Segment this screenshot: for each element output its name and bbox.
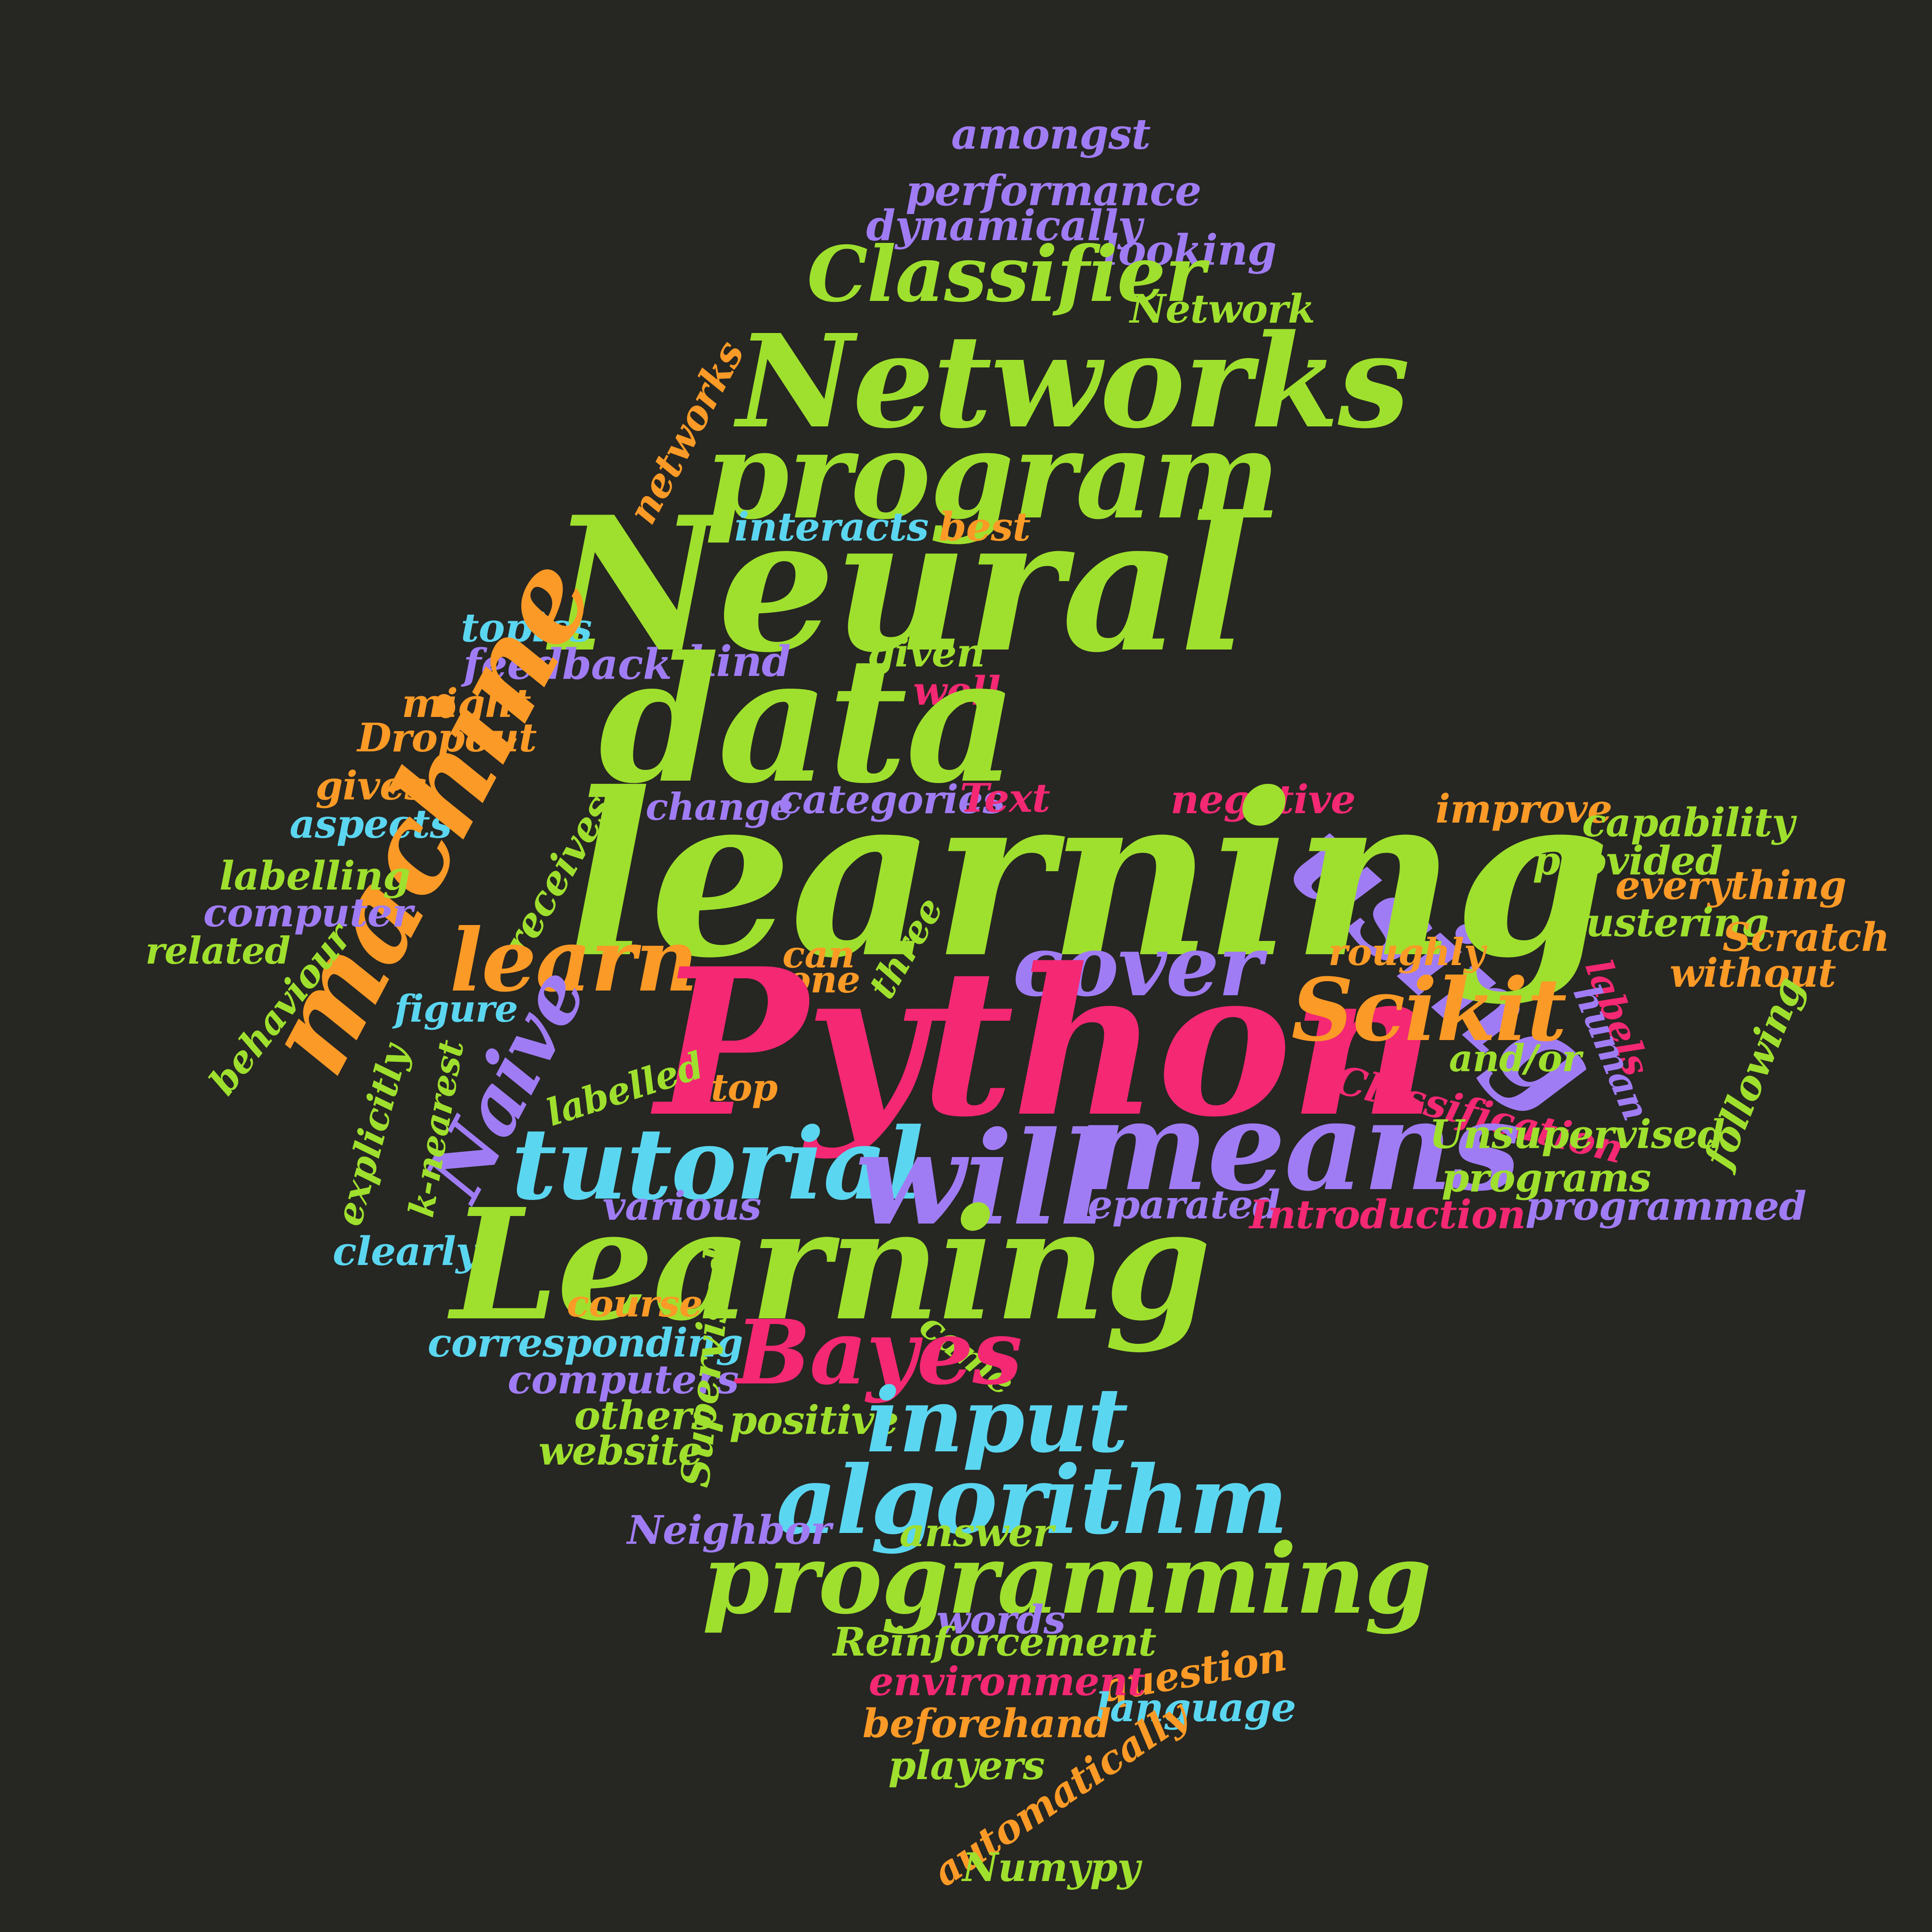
word-improve: improve [1435, 786, 1612, 833]
word-might: might [401, 680, 532, 726]
word-aspects: aspects [289, 800, 452, 847]
word-cover: cover [1013, 916, 1262, 1016]
word-dynamically: dynamically [866, 200, 1142, 250]
word-answer: answer [899, 1509, 1054, 1556]
word-kind: kind [687, 637, 791, 686]
word-language: language [1095, 1684, 1296, 1731]
word-words: words [936, 1597, 1066, 1643]
word-others: others [574, 1392, 713, 1439]
word-python: Python [655, 924, 1437, 1162]
word-reinforcement: Reinforcement [833, 1619, 1157, 1666]
word-dropout: Dropout [357, 714, 537, 761]
word-website: website [538, 1428, 703, 1474]
word-beforehand: beforehand [862, 1700, 1111, 1747]
word-negative: negative [1170, 776, 1356, 823]
word-interacts: interacts [734, 504, 929, 550]
word-computer: computer [203, 889, 413, 936]
word-scratch: Scratch [1722, 914, 1890, 961]
word-learning-capital: Learning [451, 1175, 1211, 1355]
word-bayes: Bayes [735, 1300, 1023, 1405]
word-roughly: roughly [1328, 931, 1485, 974]
word-players: players [888, 1742, 1045, 1789]
word-various: various [602, 1183, 761, 1229]
word-numypy: Numypy [962, 1844, 1140, 1891]
word-text: Text [959, 774, 1050, 821]
word-corresponding: corresponding [427, 1319, 743, 1366]
word-algorithm: algorithm [776, 1445, 1288, 1556]
word-provided: provided [1532, 838, 1723, 884]
word-without: without [1669, 949, 1836, 996]
word-amongst: amongst [951, 109, 1151, 159]
word-everything: everything [1615, 862, 1847, 909]
word-input: input [866, 1368, 1128, 1473]
word-programs: programs [1441, 1154, 1651, 1201]
word-neighbor: Neighbor [627, 1507, 832, 1553]
word-introduction: Introduction [1249, 1191, 1526, 1238]
word-learn: learn [450, 910, 698, 1012]
word-programmed: programmed [1525, 1183, 1807, 1229]
word-learning: learning [566, 744, 1611, 1008]
word-data: data [599, 619, 1018, 822]
word-scikit: Scikit [1291, 959, 1567, 1061]
word-networks: Networks [737, 306, 1410, 457]
word-means: means [1078, 1073, 1521, 1218]
word-top: top [711, 1066, 778, 1110]
word-unsupervised: Unsupervised [1429, 1111, 1725, 1158]
word-capability: capability [1582, 799, 1795, 846]
word-programming: programming [702, 1523, 1432, 1636]
word-given: given [867, 629, 985, 676]
word-positive: positive [729, 1397, 899, 1444]
word-feedback: feedback [463, 639, 672, 689]
word-change: change [645, 785, 793, 829]
word-related: related [145, 929, 291, 973]
word-and-or: and/or [1449, 1036, 1582, 1080]
word-will: will [855, 1104, 1108, 1255]
word-network: Network [1130, 285, 1315, 332]
word-program: program [705, 405, 1280, 547]
word-one: one [786, 958, 861, 1001]
word-topics: topics [460, 605, 592, 651]
word-gives: gives [315, 762, 427, 809]
word-performance: performance [906, 166, 1201, 216]
word-best: best [939, 504, 1031, 550]
word-computers: computers [508, 1356, 739, 1403]
word-categories: categories [778, 776, 1005, 823]
word-figure: figure [394, 987, 518, 1031]
word-separated: separated [1066, 1181, 1281, 1228]
word-neural: Neural [550, 476, 1250, 693]
word-labelling: labelling [219, 852, 410, 899]
word-tutorial: tutorial [511, 1107, 924, 1223]
word-clearly: clearly [333, 1228, 478, 1275]
word-environment: environment [868, 1658, 1146, 1705]
word-can: can [782, 933, 855, 977]
word-classifier: Classifier [807, 229, 1205, 319]
word-course: course [566, 1282, 703, 1325]
word-looking: looking [1102, 225, 1277, 275]
word-well: well [913, 667, 1001, 714]
word-clustering: clustering [1547, 899, 1769, 946]
